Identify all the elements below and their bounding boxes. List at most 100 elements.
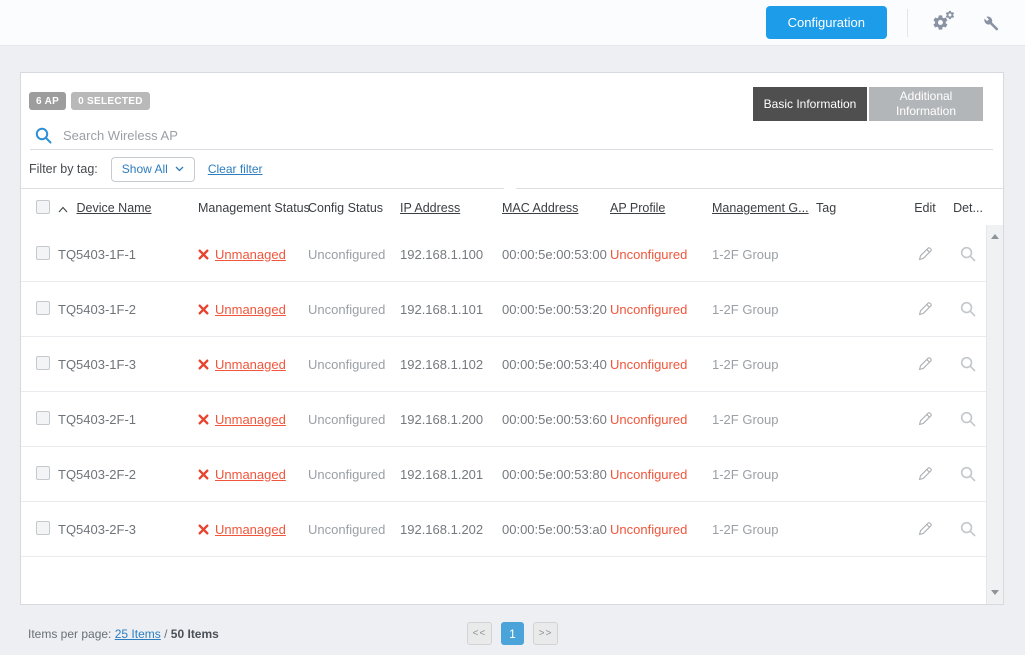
- management-status-cell: Unmanaged: [198, 247, 308, 262]
- magnifier-icon[interactable]: [960, 521, 976, 537]
- mac-address-cell: 00:00:5e:00:53:20: [502, 301, 607, 317]
- next-page-button[interactable]: >>: [533, 622, 558, 645]
- ap-profile-cell: Unconfigured: [610, 246, 688, 262]
- ap-count-badge: 6 AP: [29, 92, 67, 110]
- row-checkbox[interactable]: [36, 245, 50, 260]
- filter-bar: Filter by tag: Show All Clear filter: [21, 150, 1003, 197]
- scroll-up-icon[interactable]: [991, 234, 999, 239]
- tag-filter-dropdown[interactable]: Show All: [110, 156, 195, 182]
- search-bar: [30, 122, 993, 150]
- column-header-config-status: Config Status: [308, 201, 384, 215]
- select-all-checkbox[interactable]: [36, 199, 50, 214]
- pencil-icon[interactable]: [916, 520, 934, 538]
- table-row: TQ5403-2F-2 Unmanaged Unconfigured 192.1…: [21, 447, 986, 502]
- sort-caret-up-icon: [58, 206, 68, 213]
- column-header-ip-address[interactable]: IP Address: [400, 201, 461, 215]
- management-group-cell: 1-2F Group: [712, 411, 779, 427]
- filter-by-tag-label: Filter by tag:: [29, 162, 98, 176]
- row-checkbox[interactable]: [36, 410, 50, 425]
- ap-profile-cell: Unconfigured: [610, 466, 688, 482]
- management-status-link[interactable]: Unmanaged: [215, 301, 286, 317]
- x-icon: [198, 469, 209, 480]
- row-checkbox[interactable]: [36, 300, 50, 315]
- table-row: TQ5403-1F-2 Unmanaged Unconfigured 192.1…: [21, 282, 986, 337]
- x-icon: [198, 524, 209, 535]
- mac-address-cell: 00:00:5e:00:53:80: [502, 466, 607, 482]
- management-group-cell: 1-2F Group: [712, 466, 779, 482]
- magnifier-icon[interactable]: [960, 411, 976, 427]
- column-header-details: Det...: [953, 201, 983, 215]
- table-scrollbar[interactable]: [986, 225, 1003, 604]
- magnifier-icon[interactable]: [960, 246, 976, 262]
- information-tabs: Basic Information Additional Information: [753, 87, 983, 121]
- x-icon: [198, 249, 209, 260]
- management-group-cell: 1-2F Group: [712, 301, 779, 317]
- management-status-link[interactable]: Unmanaged: [215, 411, 286, 427]
- table-body: TQ5403-1F-1 Unmanaged Unconfigured 192.1…: [21, 227, 986, 604]
- scroll-down-icon[interactable]: [991, 590, 999, 595]
- selection-badges: 6 AP 0 SELECTED: [29, 92, 150, 110]
- items-per-page-label: Items per page:: [28, 627, 112, 641]
- items-per-page-link[interactable]: 25 Items: [114, 627, 161, 641]
- wireless-ap-panel: 6 AP 0 SELECTED Basic Information Additi…: [20, 72, 1004, 605]
- column-header-ap-profile[interactable]: AP Profile: [610, 201, 666, 215]
- pencil-icon[interactable]: [916, 465, 934, 483]
- x-icon: [198, 359, 209, 370]
- config-status-cell: Unconfigured: [308, 466, 386, 482]
- device-name-cell: TQ5403-1F-1: [58, 246, 137, 262]
- pencil-icon[interactable]: [916, 410, 934, 428]
- items-separator: /: [164, 627, 168, 641]
- previous-page-button[interactable]: <<: [467, 622, 492, 645]
- row-checkbox[interactable]: [36, 465, 50, 480]
- ip-address-cell: 192.168.1.202: [400, 521, 484, 537]
- device-name-cell: TQ5403-1F-2: [58, 301, 137, 317]
- magnifier-icon[interactable]: [960, 466, 976, 482]
- x-icon: [198, 414, 209, 425]
- row-checkbox[interactable]: [36, 520, 50, 535]
- column-header-mac-address[interactable]: MAC Address: [502, 201, 579, 215]
- management-group-cell: 1-2F Group: [712, 246, 779, 262]
- column-header-device-name[interactable]: Device Name: [58, 201, 198, 215]
- device-name-cell: TQ5403-2F-1: [58, 411, 137, 427]
- management-status-link[interactable]: Unmanaged: [215, 466, 286, 482]
- ip-address-cell: 192.168.1.101: [400, 301, 484, 317]
- management-status-link[interactable]: Unmanaged: [215, 521, 286, 537]
- current-page-button[interactable]: 1: [501, 622, 524, 645]
- column-header-edit: Edit: [914, 201, 936, 215]
- configuration-button[interactable]: Configuration: [765, 6, 887, 39]
- management-status-cell: Unmanaged: [198, 412, 308, 427]
- ip-address-cell: 192.168.1.200: [400, 411, 484, 427]
- magnifier-icon[interactable]: [960, 356, 976, 372]
- mac-address-cell: 00:00:5e:00:53:40: [502, 356, 607, 372]
- management-group-cell: 1-2F Group: [712, 521, 779, 537]
- column-header-management-group[interactable]: Management G...: [712, 201, 809, 215]
- row-checkbox[interactable]: [36, 355, 50, 370]
- top-toolbar: Configuration: [0, 0, 1025, 46]
- pencil-icon[interactable]: [916, 355, 934, 373]
- tab-additional-information[interactable]: Additional Information: [869, 87, 983, 121]
- total-items-label: 50 Items: [170, 627, 219, 641]
- table-row: TQ5403-1F-3 Unmanaged Unconfigured 192.1…: [21, 337, 986, 392]
- config-status-cell: Unconfigured: [308, 356, 386, 372]
- config-status-cell: Unconfigured: [308, 301, 386, 317]
- tag-filter-value: Show All: [121, 162, 168, 176]
- selected-count-badge: 0 SELECTED: [71, 92, 150, 110]
- pencil-icon[interactable]: [916, 245, 934, 263]
- search-input[interactable]: [63, 128, 993, 143]
- magnifier-icon[interactable]: [960, 301, 976, 317]
- items-per-page: Items per page: 25 Items / 50 Items: [28, 627, 219, 641]
- management-status-cell: Unmanaged: [198, 302, 308, 317]
- gears-icon[interactable]: [932, 10, 955, 31]
- clear-filter-link[interactable]: Clear filter: [207, 162, 263, 176]
- pencil-icon[interactable]: [916, 300, 934, 318]
- management-status-cell: Unmanaged: [198, 522, 308, 537]
- column-header-management-status: Management Status: [198, 201, 310, 215]
- ap-profile-cell: Unconfigured: [610, 411, 688, 427]
- management-status-link[interactable]: Unmanaged: [215, 356, 286, 372]
- ip-address-cell: 192.168.1.201: [400, 466, 484, 482]
- tab-basic-information[interactable]: Basic Information: [753, 87, 867, 121]
- device-name-cell: TQ5403-1F-3: [58, 356, 137, 372]
- wrench-icon[interactable]: [981, 14, 999, 32]
- ip-address-cell: 192.168.1.100: [400, 246, 484, 262]
- management-status-link[interactable]: Unmanaged: [215, 246, 286, 262]
